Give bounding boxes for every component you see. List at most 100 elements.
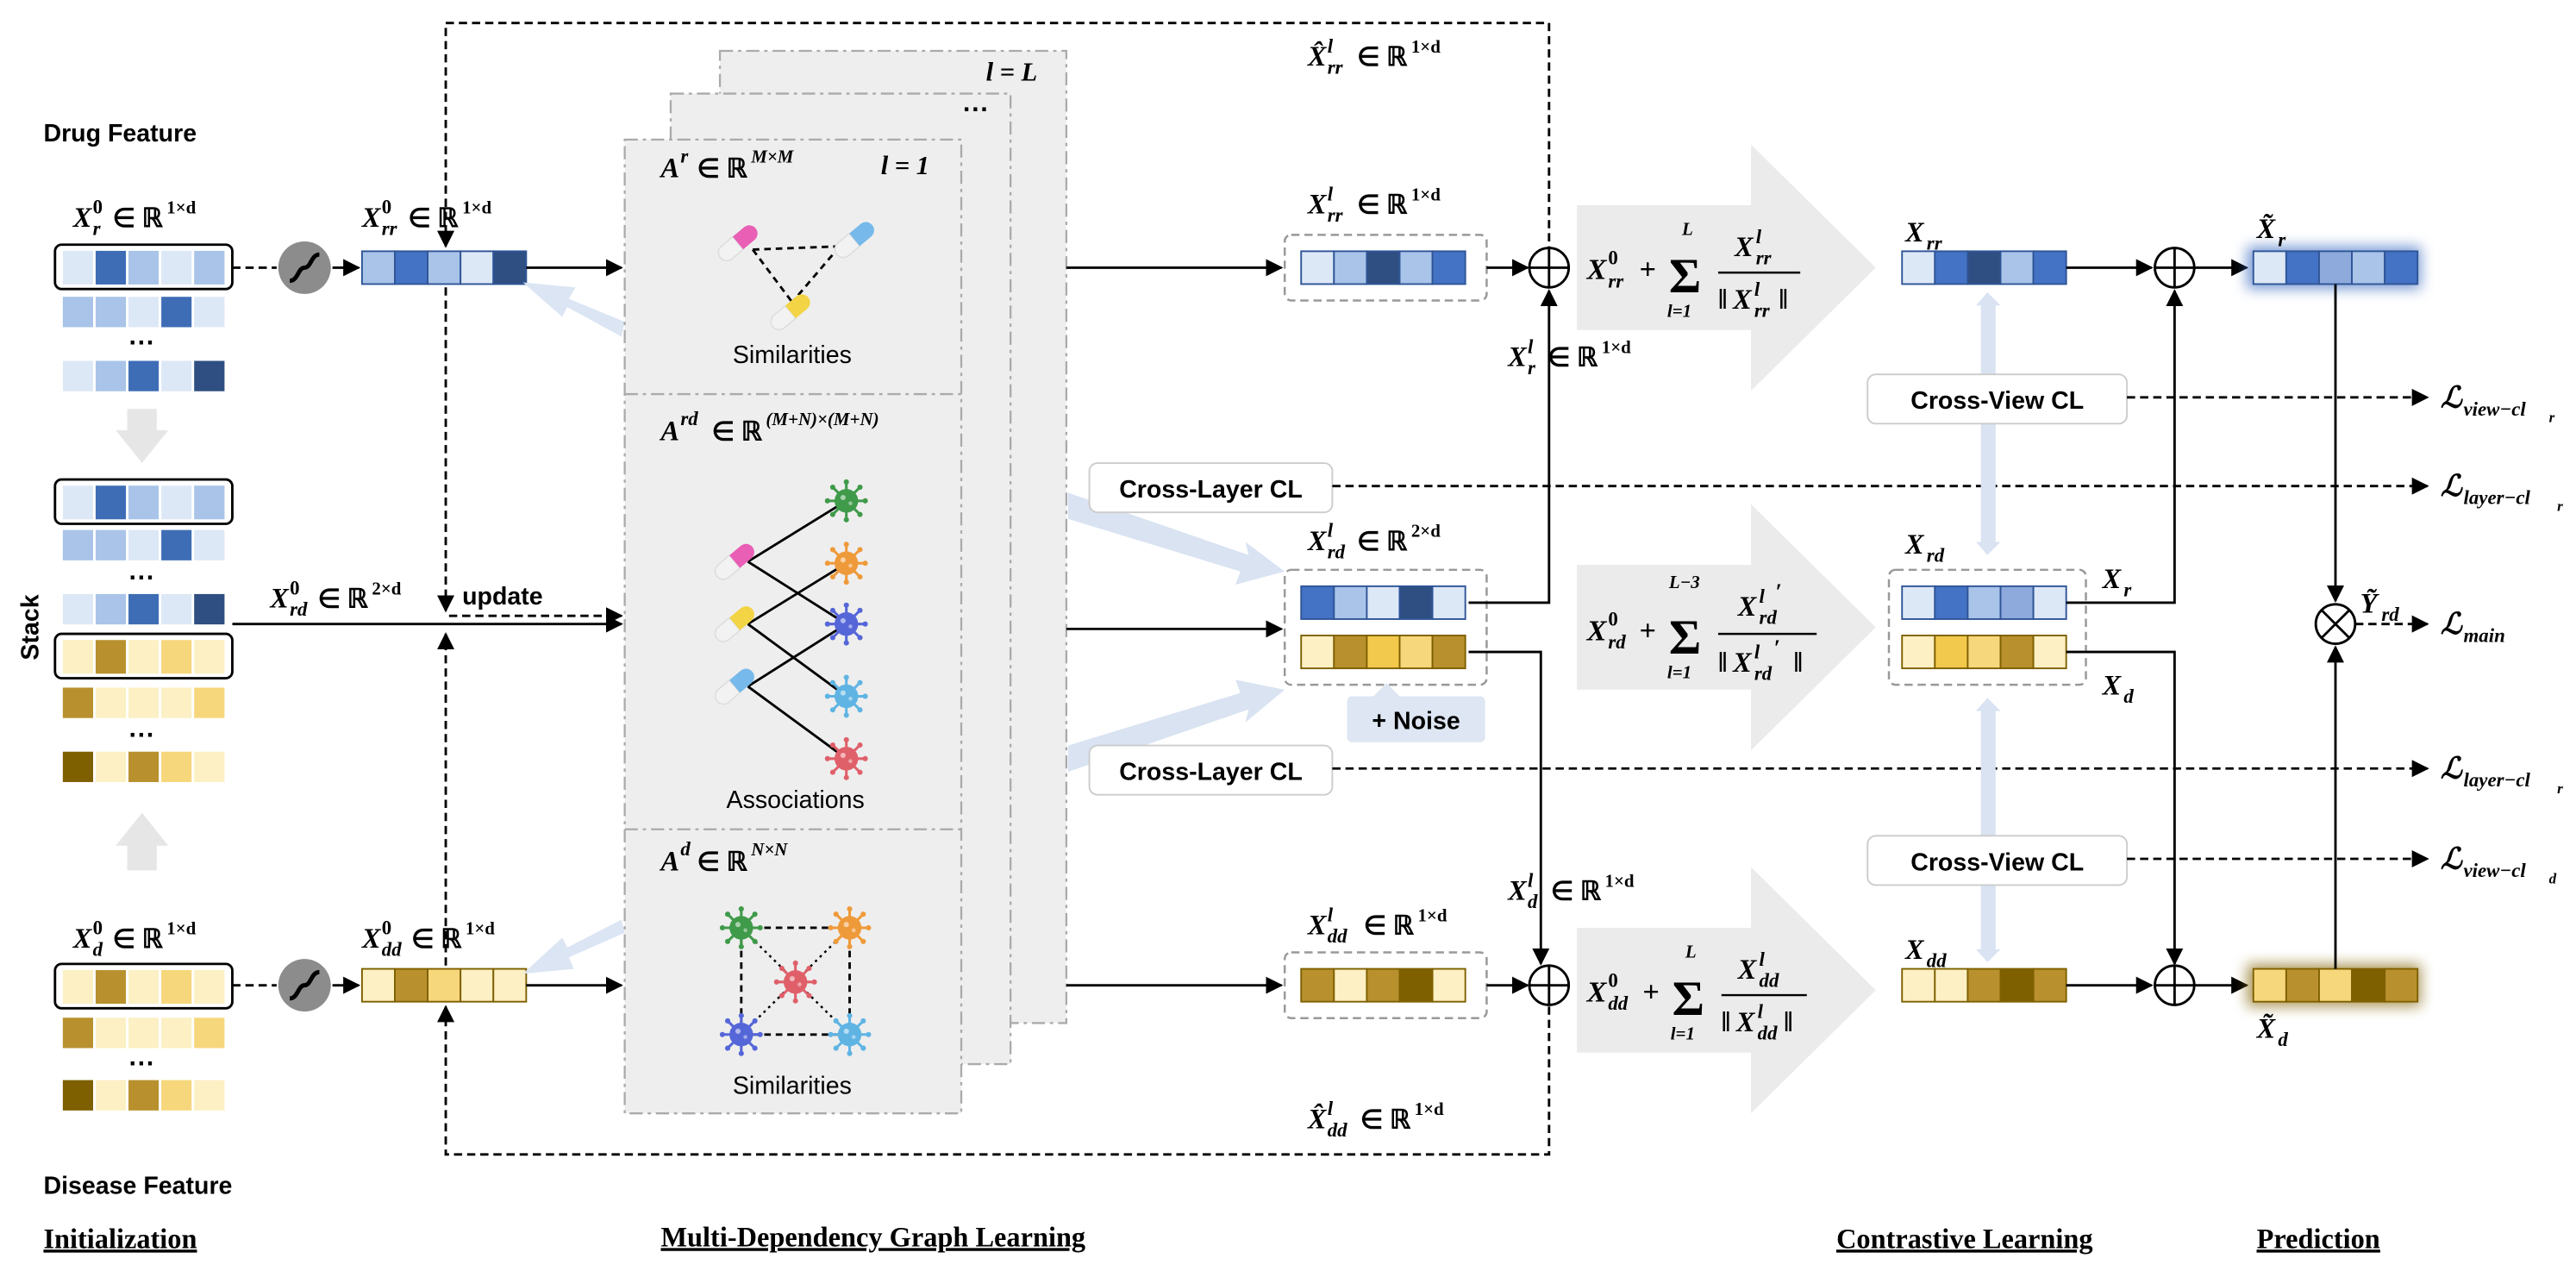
svg-text:l: l xyxy=(1328,904,1334,925)
xr0-label: X r 0 ∈ ℝ 1×d xyxy=(72,197,197,240)
loss-layer-cl-r-1: ℒ layer−cl r xyxy=(2441,470,2563,514)
svg-text:X̃: X̃ xyxy=(2256,1014,2277,1045)
svg-text:d: d xyxy=(680,838,691,860)
virus-icon xyxy=(823,478,870,524)
svg-text:+: + xyxy=(1640,615,1657,648)
svg-text:l=1: l=1 xyxy=(1667,301,1691,322)
svg-text:dd: dd xyxy=(1328,1119,1347,1141)
noise-label: + Noise xyxy=(1347,696,1485,742)
svg-text:d: d xyxy=(2549,871,2557,887)
svg-text:X: X xyxy=(1586,615,1608,648)
svg-text:‖: ‖ xyxy=(1718,648,1728,679)
svg-text:L: L xyxy=(1685,941,1697,961)
xr-label: X r xyxy=(2102,564,2133,601)
svg-text:1×d: 1×d xyxy=(1411,36,1441,57)
similarities-label-drug: Similarities xyxy=(733,341,852,369)
xrr-vector xyxy=(1901,250,2067,285)
svg-text:‖: ‖ xyxy=(1784,1007,1792,1038)
cross-view-cl-top: Cross-View CL xyxy=(1866,373,2129,425)
svg-text:X: X xyxy=(1904,529,1925,560)
svg-text:X: X xyxy=(1586,254,1608,286)
svg-text:l: l xyxy=(1528,869,1534,891)
xrd-vector xyxy=(1901,585,2067,670)
stack-label: Stack xyxy=(17,594,45,660)
xrd-l-vector xyxy=(1300,585,1466,670)
svg-text:X: X xyxy=(72,203,93,234)
svg-text:X: X xyxy=(1507,876,1528,907)
svg-text:rr: rr xyxy=(1608,270,1624,291)
svg-text:X: X xyxy=(1737,592,1758,623)
drug-feature-matrix: ··· xyxy=(53,243,234,394)
svg-text:0: 0 xyxy=(382,917,391,939)
svg-text:r: r xyxy=(2123,579,2132,600)
svg-text:Cross-View CL: Cross-View CL xyxy=(1910,848,2084,876)
svg-text:0: 0 xyxy=(93,917,103,939)
svg-text:∈ ℝ: ∈ ℝ xyxy=(1547,343,1598,373)
virus-icon xyxy=(823,601,870,648)
sum-formula-rd: X rd 0 + Σ L−3 l=1 X rd l ′ ‖ X rd l ′ ‖ xyxy=(1586,572,1817,684)
xr-tilde-vector xyxy=(2252,250,2419,285)
svg-text:X: X xyxy=(1735,1007,1756,1038)
svg-text:X: X xyxy=(1586,976,1608,1009)
svg-text:ℒ: ℒ xyxy=(2441,842,2463,875)
ellipsis-4: ··· xyxy=(129,1049,155,1079)
xd-tilde-vector xyxy=(2252,967,2419,1003)
associations-label: Associations xyxy=(727,786,865,814)
prediction-connectors xyxy=(2327,284,2429,969)
xhat-dd-label: X̂ dd l ∈ ℝ 1×d xyxy=(1307,1098,1444,1141)
svg-text:0: 0 xyxy=(1608,247,1617,269)
svg-text:view−cl: view−cl xyxy=(2464,860,2527,881)
circle-plus-icon-4 xyxy=(2154,964,2196,1006)
svg-text:N×N: N×N xyxy=(750,839,788,860)
disease-similarity-graph xyxy=(718,905,872,1058)
svg-text:l=1: l=1 xyxy=(1667,662,1691,683)
sum-formula-dd: X dd 0 + Σ L l=1 X dd l ‖ X dd l ‖ xyxy=(1586,941,1807,1043)
svg-text:∈ ℝ: ∈ ℝ xyxy=(411,924,462,954)
xdd-vector xyxy=(1901,967,2067,1003)
circle-plus-icon-3 xyxy=(2154,247,2196,289)
svg-text:l: l xyxy=(1328,183,1334,204)
circle-plus-icon xyxy=(1528,247,1571,289)
svg-text:l: l xyxy=(1756,226,1762,247)
xrd0-label: X rd 0 ∈ ℝ 2×d xyxy=(269,577,401,620)
stack-arrow-up xyxy=(116,812,169,871)
svg-text:dd: dd xyxy=(1760,970,1779,992)
svg-text:∈ ℝ: ∈ ℝ xyxy=(712,416,763,446)
feedback-loops xyxy=(437,22,1551,1156)
svg-text:X: X xyxy=(1507,342,1528,373)
xrd-label: X rd xyxy=(1904,529,1945,567)
aggregate-arrow-rr xyxy=(1577,144,1876,391)
aggregate-arrow-dd xyxy=(1577,867,1876,1114)
svg-text:layer−cl: layer−cl xyxy=(2464,769,2531,791)
aggregate-arrow-rd xyxy=(1577,504,1876,751)
svg-text:1×d: 1×d xyxy=(1411,184,1441,204)
xrr-l-vector xyxy=(1300,250,1466,285)
cross-view-arrow-bottom xyxy=(1975,698,2001,962)
loss-main: ℒ main xyxy=(2441,608,2505,647)
svg-text:r: r xyxy=(2557,498,2563,514)
svg-text:+ Noise: + Noise xyxy=(1372,708,1460,736)
svg-text:r: r xyxy=(2549,409,2555,425)
svg-text:rd: rd xyxy=(1328,541,1346,562)
svg-text:Cross-View CL: Cross-View CL xyxy=(1910,387,2084,415)
svg-text:r: r xyxy=(680,146,689,167)
layer-L-label: l = L xyxy=(986,57,1038,86)
svg-text:A: A xyxy=(660,416,680,447)
svg-text:X: X xyxy=(1734,232,1754,263)
svg-text:0: 0 xyxy=(382,197,391,218)
section-graph-learning: Multi-Dependency Graph Learning xyxy=(661,1222,1086,1253)
svg-text:Ỹ: Ỹ xyxy=(2360,588,2380,619)
svg-text:‖: ‖ xyxy=(1718,285,1728,316)
svg-text:d: d xyxy=(93,938,103,960)
svg-text:X: X xyxy=(2102,564,2123,595)
svg-text:1×d: 1×d xyxy=(462,197,491,218)
stacked-feature-matrix: ··· ··· xyxy=(53,478,234,785)
svg-text:∈ ℝ: ∈ ℝ xyxy=(697,847,747,876)
svg-text:∈ ℝ: ∈ ℝ xyxy=(1551,877,1602,906)
svg-text:main: main xyxy=(2464,625,2505,647)
svg-text:X̂: X̂ xyxy=(1307,41,1328,72)
svg-text:X: X xyxy=(1307,911,1328,942)
svg-text:X: X xyxy=(2102,671,2123,702)
svg-text:(M+N)×(M+N): (M+N)×(M+N) xyxy=(766,409,878,429)
svg-text:rd: rd xyxy=(680,408,698,429)
